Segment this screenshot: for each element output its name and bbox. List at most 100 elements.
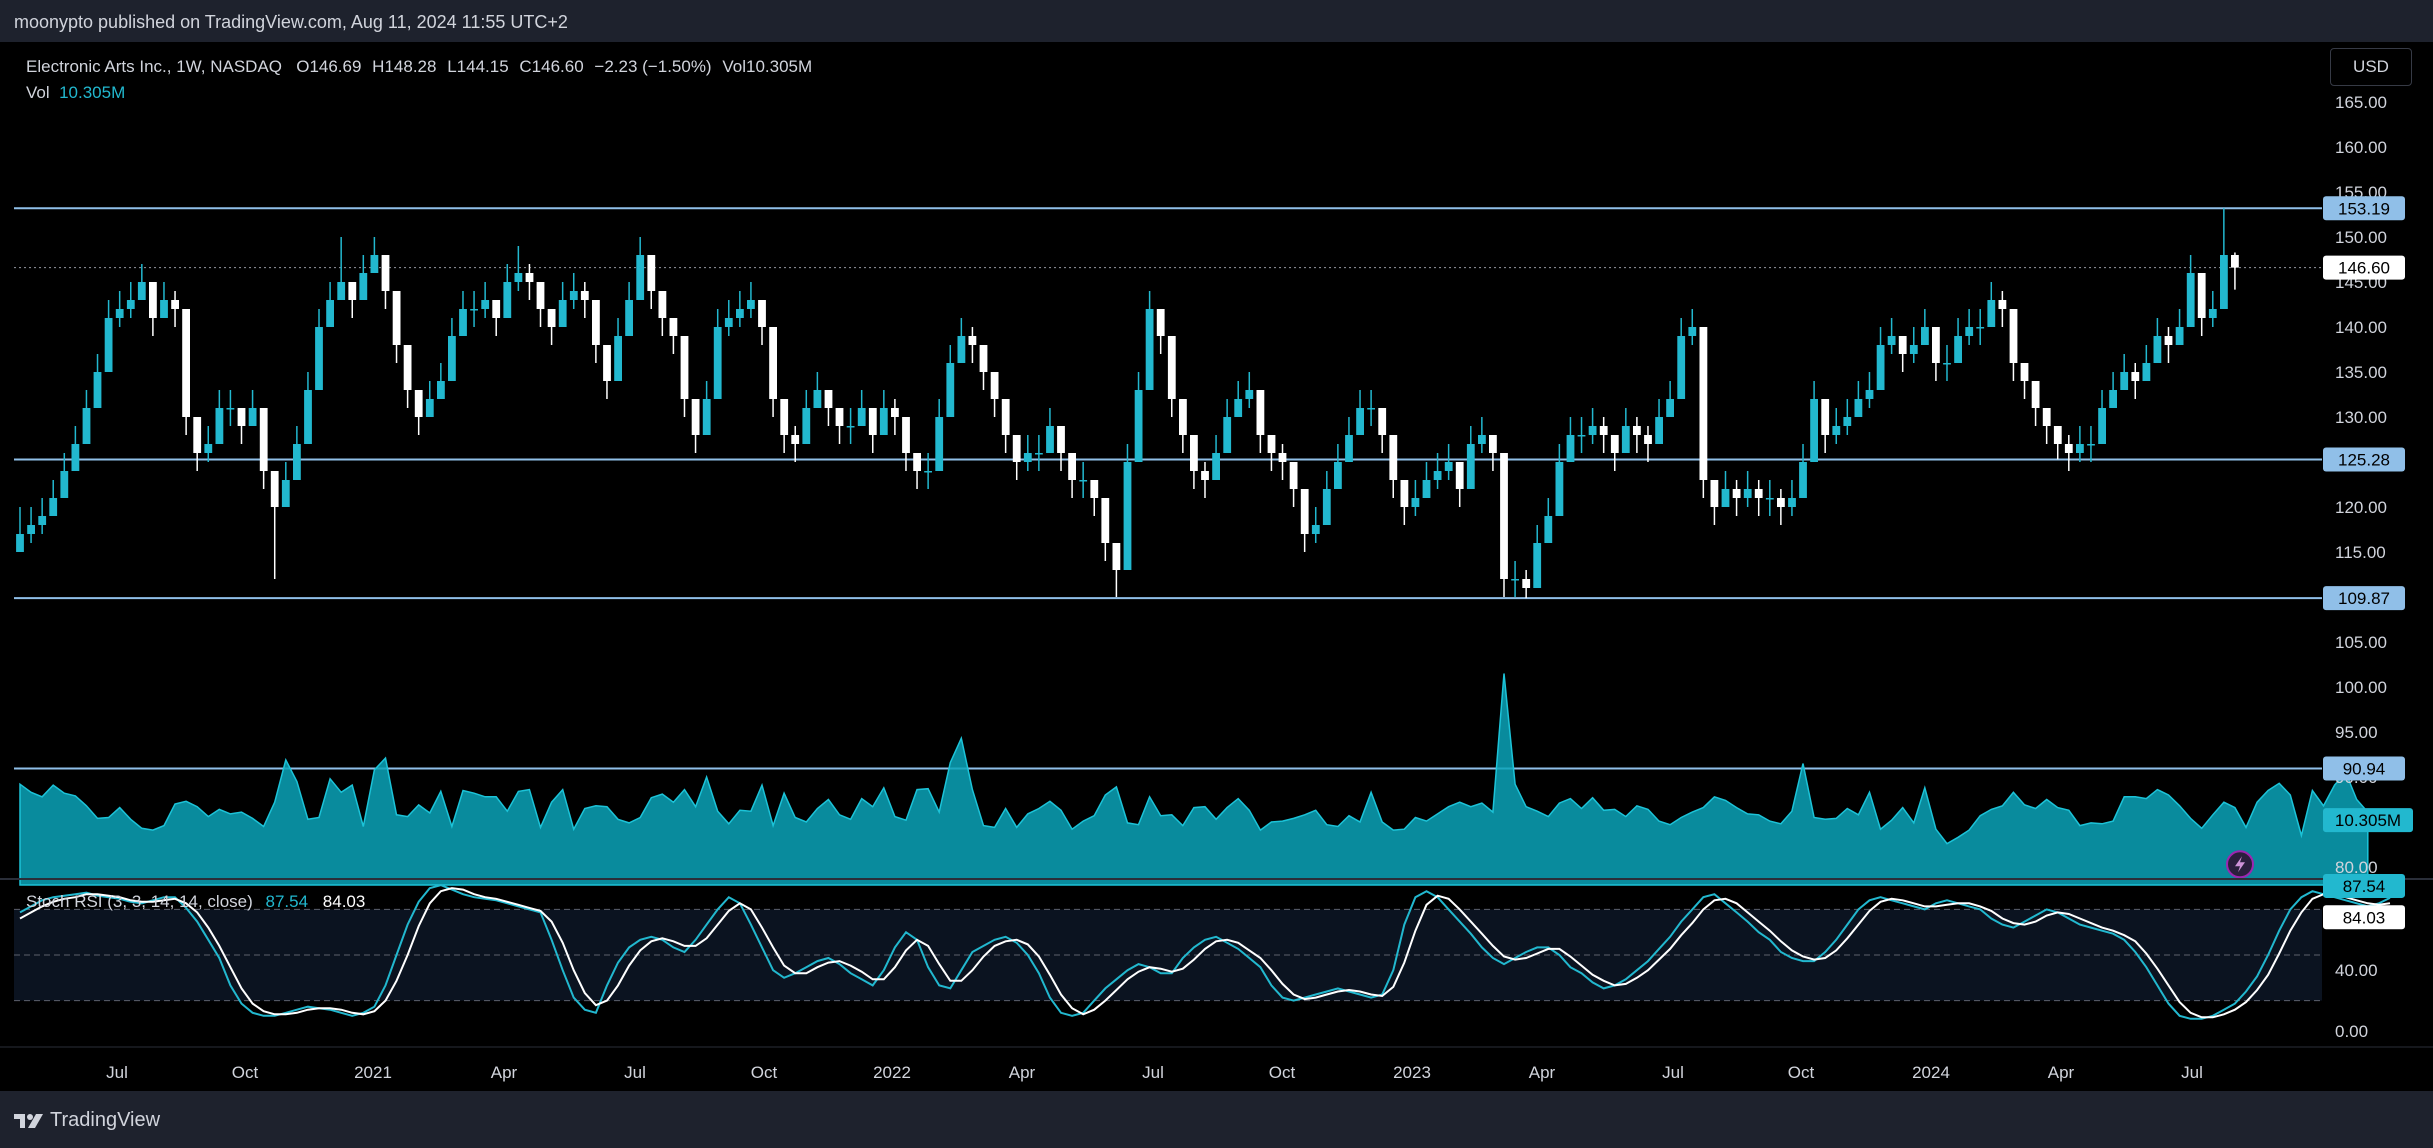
candle-body xyxy=(946,363,955,417)
candle-body xyxy=(857,408,866,426)
candle-body xyxy=(891,408,899,417)
candle-body xyxy=(1544,516,1553,543)
open-label: O xyxy=(296,57,310,76)
candle-body xyxy=(968,336,977,345)
candle-body xyxy=(1090,480,1099,498)
candle-body xyxy=(1378,408,1387,435)
last-price-axis-label: 146.60 xyxy=(2338,259,2390,278)
candle-body xyxy=(680,336,689,399)
level-axis-label-bg xyxy=(2323,586,2405,611)
candle-body xyxy=(1455,462,1464,489)
candle-body xyxy=(1190,435,1198,471)
candle-body xyxy=(569,291,578,300)
candle-body xyxy=(1644,435,1652,444)
time-tick-label: 2024 xyxy=(1912,1063,1950,1082)
candle-body xyxy=(1987,300,1996,327)
candle-body xyxy=(702,399,711,435)
candle-body xyxy=(204,444,213,453)
candle-body xyxy=(614,336,622,381)
candle-body xyxy=(1710,480,1719,507)
candle-body xyxy=(437,381,445,399)
level-axis-label: 125.28 xyxy=(2338,450,2390,469)
candle-body xyxy=(1821,399,1830,435)
candle-body xyxy=(1356,408,1364,435)
candle-body xyxy=(758,300,766,327)
price-tick-label: 95.00 xyxy=(2335,723,2378,742)
candle-body xyxy=(1145,309,1154,390)
candle-body xyxy=(780,399,789,435)
candle-body xyxy=(647,255,656,291)
candle-body xyxy=(2197,273,2206,318)
time-tick-label: Jul xyxy=(1662,1063,1684,1082)
candle-body xyxy=(60,471,69,498)
time-tick-label: Apr xyxy=(1009,1063,1036,1082)
chart-frame[interactable]: 80.0085.0090.0095.00100.00105.00110.0011… xyxy=(0,42,2433,1091)
price-tick-label: 150.00 xyxy=(2335,228,2387,247)
candle-body xyxy=(1732,489,1741,498)
tradingview-brand[interactable]: TradingView xyxy=(14,1109,160,1132)
candle-body xyxy=(879,408,888,435)
candle-body xyxy=(1765,498,1774,500)
candle-body xyxy=(503,282,512,318)
candle-body xyxy=(2153,336,2162,363)
candle-body xyxy=(1621,426,1630,453)
candle-body xyxy=(1123,462,1132,570)
level-axis-label: 90.94 xyxy=(2343,760,2386,779)
footer-bar: TradingView xyxy=(0,1091,2433,1148)
stoch-k-axis-label-bg xyxy=(2323,873,2405,898)
high-value: 148.28 xyxy=(384,57,437,76)
chart-svg[interactable]: 80.0085.0090.0095.00100.00105.00110.0011… xyxy=(0,42,2433,1091)
price-tick-label: 165.00 xyxy=(2335,93,2387,112)
candle-body xyxy=(237,408,246,426)
candle-body xyxy=(1433,471,1442,480)
candle-body xyxy=(1256,390,1265,435)
candle-body xyxy=(1921,327,1929,345)
candle-body xyxy=(1411,498,1420,507)
candle-body xyxy=(1577,435,1586,437)
candle-body xyxy=(1489,435,1497,453)
price-tick-label: 105.00 xyxy=(2335,633,2387,652)
candle-body xyxy=(1832,426,1841,435)
candle-body xyxy=(824,390,833,408)
price-tick-label: 140.00 xyxy=(2335,318,2387,337)
stoch-tick-label: 0.00 xyxy=(2335,1022,2368,1041)
candle-body xyxy=(2031,381,2040,408)
candle-body xyxy=(2175,327,2184,345)
candle-body xyxy=(713,327,722,399)
candle-body xyxy=(1079,480,1088,482)
level-axis-label: 153.19 xyxy=(2338,199,2390,218)
candle-body xyxy=(1478,435,1486,444)
time-tick-label: Apr xyxy=(2048,1063,2075,1082)
candle-body xyxy=(326,300,334,327)
currency-button[interactable]: USD xyxy=(2330,48,2412,86)
candle-body xyxy=(1666,399,1674,417)
candle-body xyxy=(1610,435,1619,453)
candle-body xyxy=(1311,525,1320,534)
candle-body xyxy=(1754,489,1763,498)
symbol-legend: Electronic Arts Inc., 1W, NASDAQ O146.69… xyxy=(26,54,818,106)
time-tick-label: Jul xyxy=(106,1063,128,1082)
candles-group xyxy=(16,208,2239,599)
candle-body xyxy=(1334,462,1342,489)
candle-body xyxy=(1954,336,1962,363)
candle-body xyxy=(1843,417,1852,426)
candle-body xyxy=(1156,309,1165,336)
candle-body xyxy=(514,273,523,282)
candle-body xyxy=(27,525,35,534)
candle-body xyxy=(1810,399,1818,462)
candle-body xyxy=(1909,345,1918,354)
candle-body xyxy=(691,399,700,435)
candle-body xyxy=(414,390,423,417)
candle-body xyxy=(1688,327,1697,336)
candle-body xyxy=(1998,300,2007,309)
candle-body xyxy=(182,309,190,417)
candle-body xyxy=(2208,309,2217,318)
candle-body xyxy=(2142,363,2151,381)
candle-body xyxy=(2109,390,2117,408)
candle-body xyxy=(1743,489,1752,498)
candle-body xyxy=(2164,336,2173,345)
candle-body xyxy=(2186,273,2195,327)
stoch-k-line xyxy=(19,884,2391,1020)
close-label: C xyxy=(519,57,532,76)
candle-body xyxy=(1001,399,1010,435)
